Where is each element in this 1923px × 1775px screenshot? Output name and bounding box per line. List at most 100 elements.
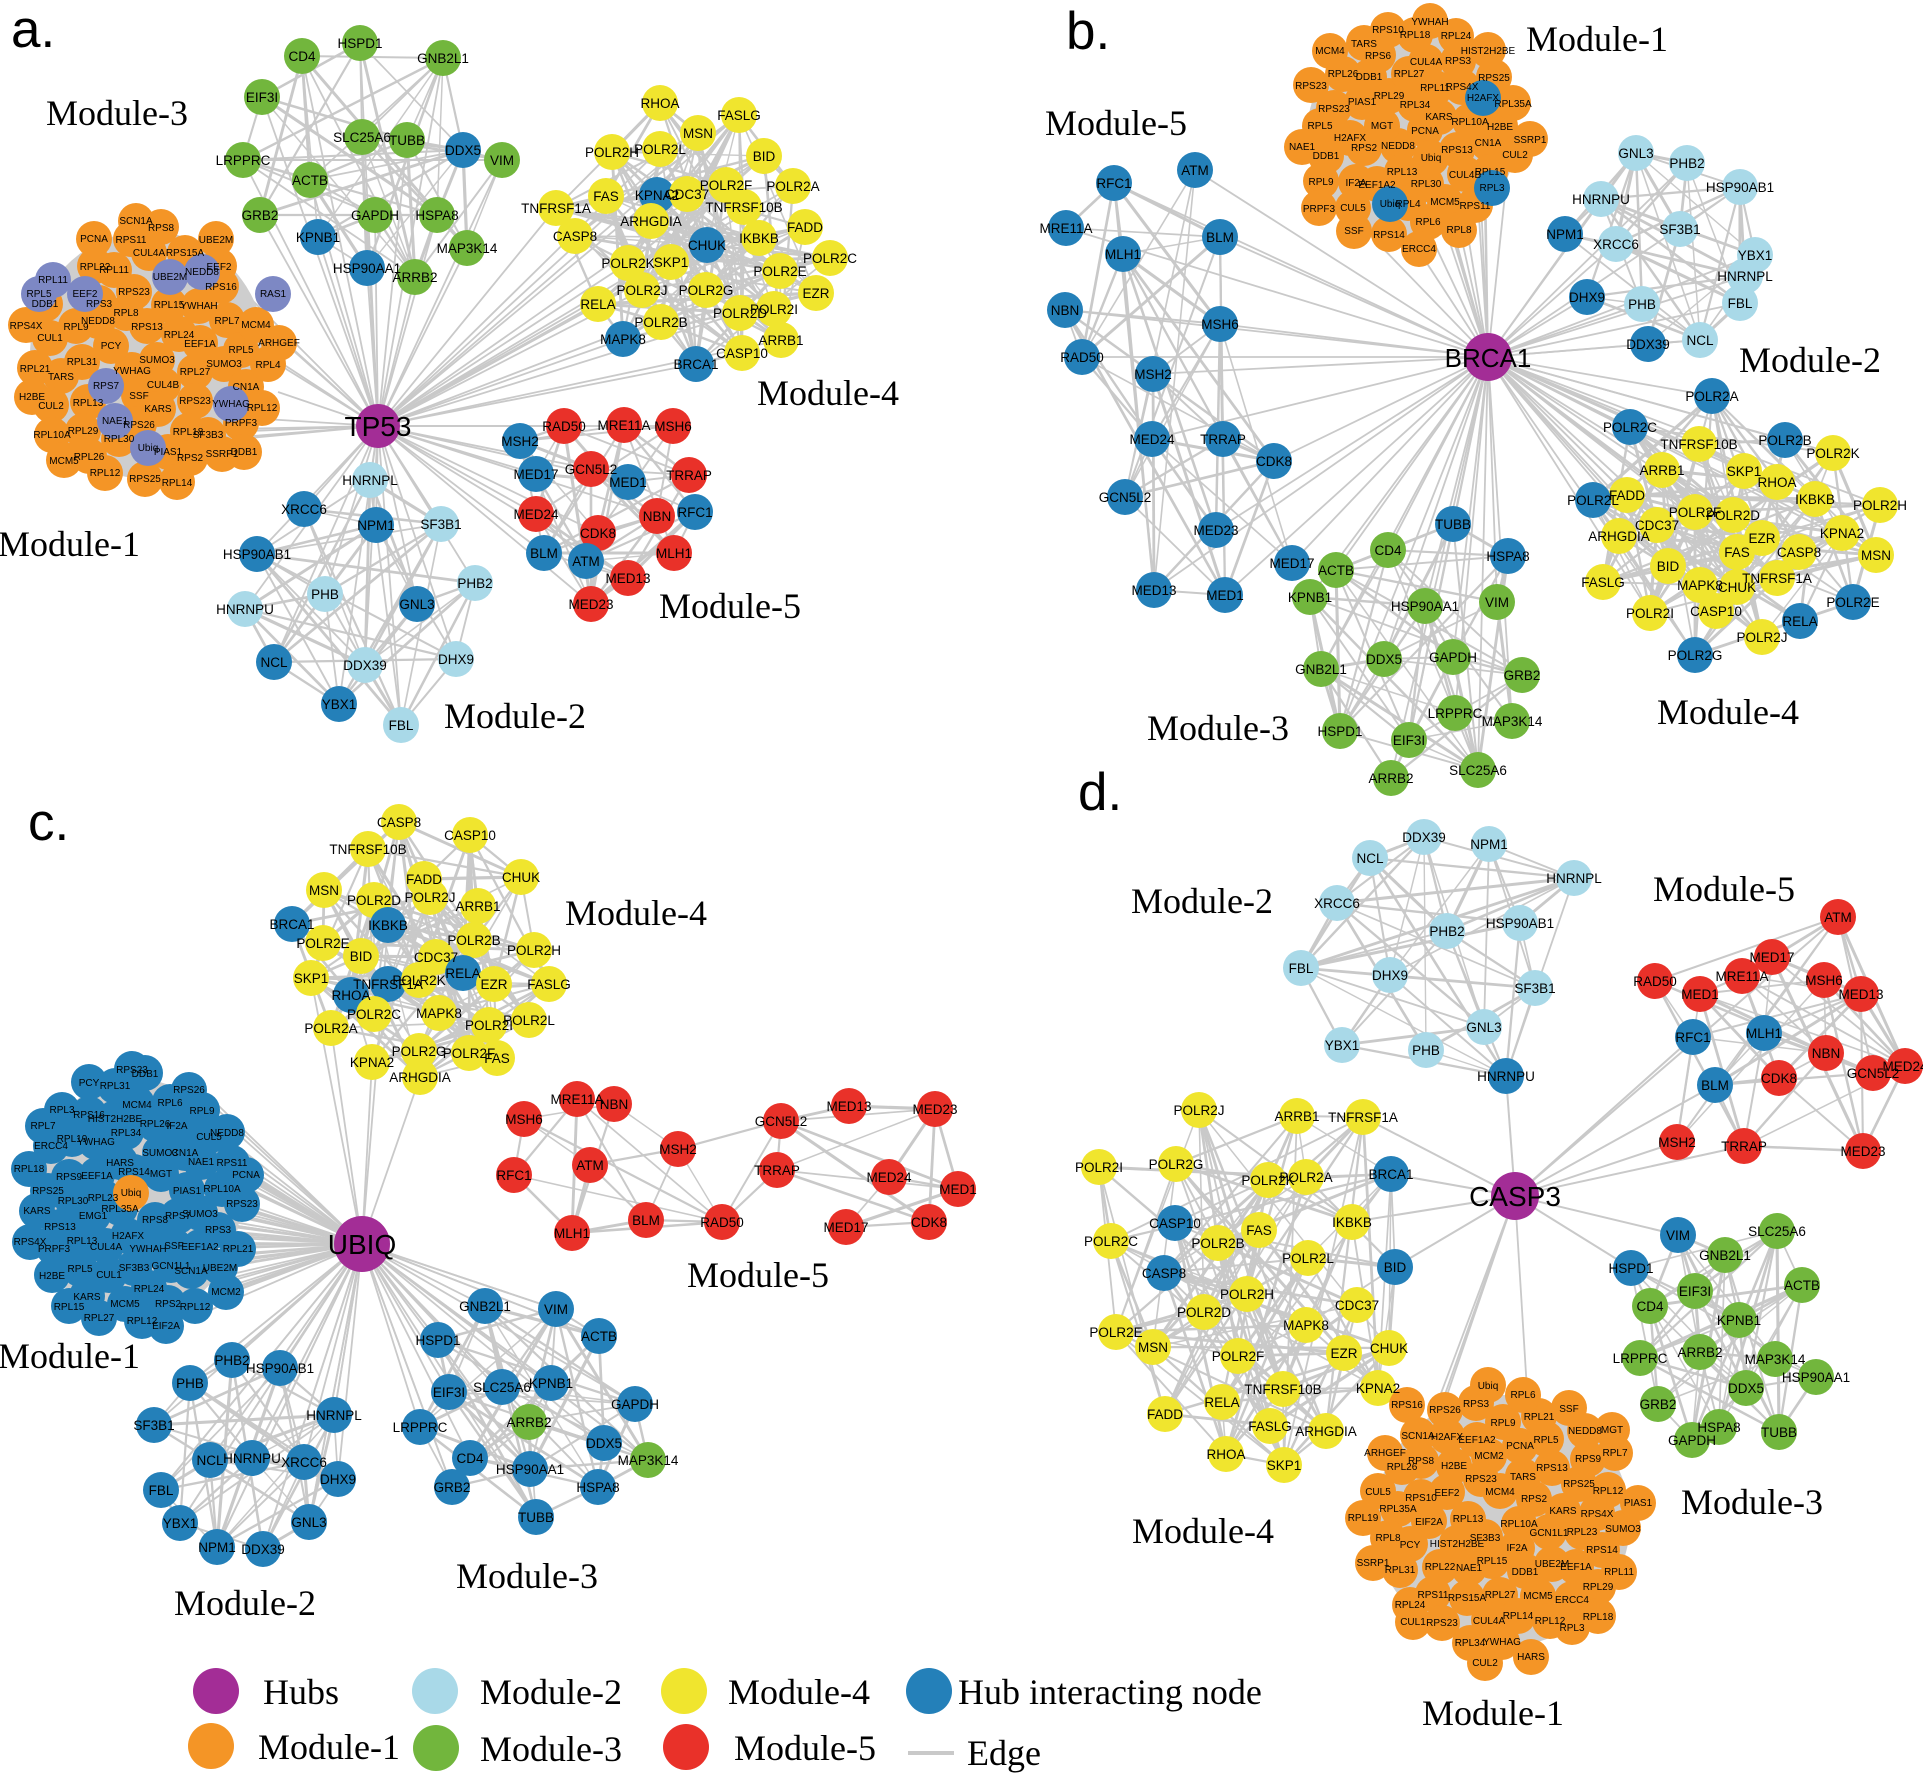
- svg-text:GCN5L2: GCN5L2: [565, 462, 618, 477]
- svg-text:RPS23: RPS23: [1295, 81, 1327, 92]
- svg-text:MED1: MED1: [1681, 987, 1719, 1002]
- svg-text:PCNA: PCNA: [1506, 1441, 1534, 1452]
- svg-text:RPS15A: RPS15A: [166, 248, 205, 259]
- svg-text:MSH6: MSH6: [505, 1112, 543, 1127]
- svg-text:VIM: VIM: [1666, 1228, 1690, 1243]
- svg-text:ARHGDIA: ARHGDIA: [1295, 1424, 1357, 1439]
- svg-text:TNFRSF1A: TNFRSF1A: [1328, 1110, 1398, 1125]
- svg-text:Module-4: Module-4: [1132, 1511, 1274, 1551]
- svg-text:ATM: ATM: [1181, 163, 1209, 178]
- svg-text:RELA: RELA: [580, 297, 615, 312]
- svg-text:DDX5: DDX5: [445, 143, 481, 158]
- svg-text:SCN1A: SCN1A: [174, 1266, 208, 1277]
- svg-text:RPS7: RPS7: [165, 1211, 192, 1222]
- svg-text:RFC1: RFC1: [1096, 176, 1131, 191]
- svg-text:FBL: FBL: [389, 718, 414, 733]
- svg-text:ACTB: ACTB: [292, 173, 328, 188]
- svg-text:CDC37: CDC37: [414, 950, 458, 965]
- svg-text:RPS7: RPS7: [93, 381, 120, 392]
- svg-text:HSP90AA1: HSP90AA1: [496, 1462, 564, 1477]
- svg-text:GNB2L1: GNB2L1: [417, 51, 469, 66]
- svg-text:MSH6: MSH6: [1201, 317, 1239, 332]
- svg-text:LRPPRC: LRPPRC: [1428, 706, 1483, 721]
- svg-text:YWHAH: YWHAH: [180, 301, 217, 312]
- svg-text:CASP8: CASP8: [553, 229, 597, 244]
- svg-text:Module-5: Module-5: [1045, 103, 1187, 143]
- svg-text:PRPF3: PRPF3: [1303, 204, 1336, 215]
- svg-text:MAP3K14: MAP3K14: [618, 1453, 679, 1468]
- svg-text:CASP10: CASP10: [1690, 604, 1742, 619]
- svg-text:MED24: MED24: [1882, 1059, 1923, 1074]
- svg-text:POLR2L: POLR2L: [1567, 493, 1619, 508]
- svg-text:FBL: FBL: [149, 1483, 174, 1498]
- svg-text:PCY: PCY: [79, 1078, 100, 1089]
- svg-text:EEF1A: EEF1A: [184, 339, 216, 350]
- svg-text:NPM1: NPM1: [1546, 227, 1584, 242]
- svg-text:DDB1: DDB1: [1512, 1567, 1539, 1578]
- svg-text:RPL18: RPL18: [14, 1164, 45, 1175]
- svg-text:GAPDH: GAPDH: [351, 208, 399, 223]
- svg-text:MLH1: MLH1: [1105, 247, 1141, 262]
- svg-text:PHB: PHB: [176, 1376, 204, 1391]
- svg-text:YBX1: YBX1: [1738, 248, 1773, 263]
- svg-text:PHB: PHB: [1412, 1043, 1440, 1058]
- svg-text:MAP3K14: MAP3K14: [1482, 714, 1543, 729]
- svg-text:RELA: RELA: [1782, 614, 1817, 629]
- svg-text:RPL12: RPL12: [90, 468, 121, 479]
- svg-text:RPL21: RPL21: [1524, 1412, 1555, 1423]
- svg-text:RPL11: RPL11: [1420, 83, 1450, 94]
- svg-text:POLR2E: POLR2E: [753, 264, 806, 279]
- svg-text:RPS11: RPS11: [116, 235, 147, 246]
- svg-text:SUMO3: SUMO3: [182, 1209, 218, 1220]
- svg-text:MED1: MED1: [609, 475, 647, 490]
- svg-text:BID: BID: [1384, 1260, 1407, 1275]
- svg-text:NEDD8: NEDD8: [81, 316, 115, 327]
- svg-text:HNRNPL: HNRNPL: [1717, 269, 1773, 284]
- svg-text:RPS4X: RPS4X: [1581, 1509, 1614, 1520]
- svg-text:ERCC4: ERCC4: [1402, 244, 1436, 255]
- svg-text:DDB1: DDB1: [1356, 72, 1383, 83]
- svg-text:CUL1: CUL1: [1400, 1617, 1426, 1628]
- svg-text:POLR2E: POLR2E: [296, 936, 349, 951]
- svg-text:DDB1: DDB1: [32, 299, 59, 310]
- svg-text:CUL4A: CUL4A: [133, 248, 166, 259]
- svg-text:MED23: MED23: [1840, 1144, 1885, 1159]
- svg-text:KPNA2: KPNA2: [1820, 526, 1864, 541]
- svg-text:RPS9: RPS9: [1575, 1454, 1602, 1465]
- svg-text:TUBB: TUBB: [1435, 517, 1471, 532]
- svg-text:RPS25: RPS25: [32, 1186, 64, 1197]
- svg-text:RPL11: RPL11: [1604, 1567, 1634, 1578]
- svg-text:RPL5: RPL5: [67, 1264, 92, 1275]
- svg-text:RPL11: RPL11: [38, 275, 68, 286]
- svg-text:BRCA1: BRCA1: [269, 917, 314, 932]
- svg-text:RPS10: RPS10: [1372, 25, 1404, 36]
- svg-text:CHUK: CHUK: [688, 238, 726, 253]
- svg-text:MED1: MED1: [939, 1182, 977, 1197]
- svg-text:SLC25A6: SLC25A6: [473, 1380, 531, 1395]
- svg-text:POLR2H: POLR2H: [507, 943, 561, 958]
- svg-text:CDC37: CDC37: [1335, 1298, 1379, 1313]
- svg-text:RPL10A: RPL10A: [1451, 117, 1489, 128]
- svg-text:SF3B1: SF3B1: [1659, 222, 1700, 237]
- svg-text:RPS13: RPS13: [1536, 1463, 1568, 1474]
- svg-text:DDB1: DDB1: [231, 447, 258, 458]
- svg-text:MED17: MED17: [1749, 950, 1794, 965]
- svg-text:MLH1: MLH1: [656, 546, 692, 561]
- svg-text:POLR2C: POLR2C: [1603, 420, 1657, 435]
- svg-text:IF2A: IF2A: [1506, 1543, 1527, 1554]
- svg-text:CASP8: CASP8: [377, 815, 421, 830]
- svg-text:MAPK8: MAPK8: [1677, 578, 1723, 593]
- svg-text:PHB: PHB: [1628, 297, 1656, 312]
- svg-text:ARRB2: ARRB2: [506, 1415, 551, 1430]
- svg-text:BLM: BLM: [632, 1213, 660, 1228]
- svg-text:EZR: EZR: [1749, 531, 1776, 546]
- svg-text:RPL24: RPL24: [164, 330, 195, 341]
- svg-text:SF3B3: SF3B3: [193, 430, 224, 441]
- svg-text:HSPD1: HSPD1: [1317, 724, 1362, 739]
- svg-text:ACTB: ACTB: [1784, 1278, 1820, 1293]
- svg-text:FBL: FBL: [1728, 296, 1753, 311]
- svg-text:MSN: MSN: [309, 883, 339, 898]
- svg-text:RPS23: RPS23: [179, 396, 211, 407]
- svg-text:PCNA: PCNA: [1411, 126, 1439, 137]
- svg-text:RPL15: RPL15: [154, 300, 185, 311]
